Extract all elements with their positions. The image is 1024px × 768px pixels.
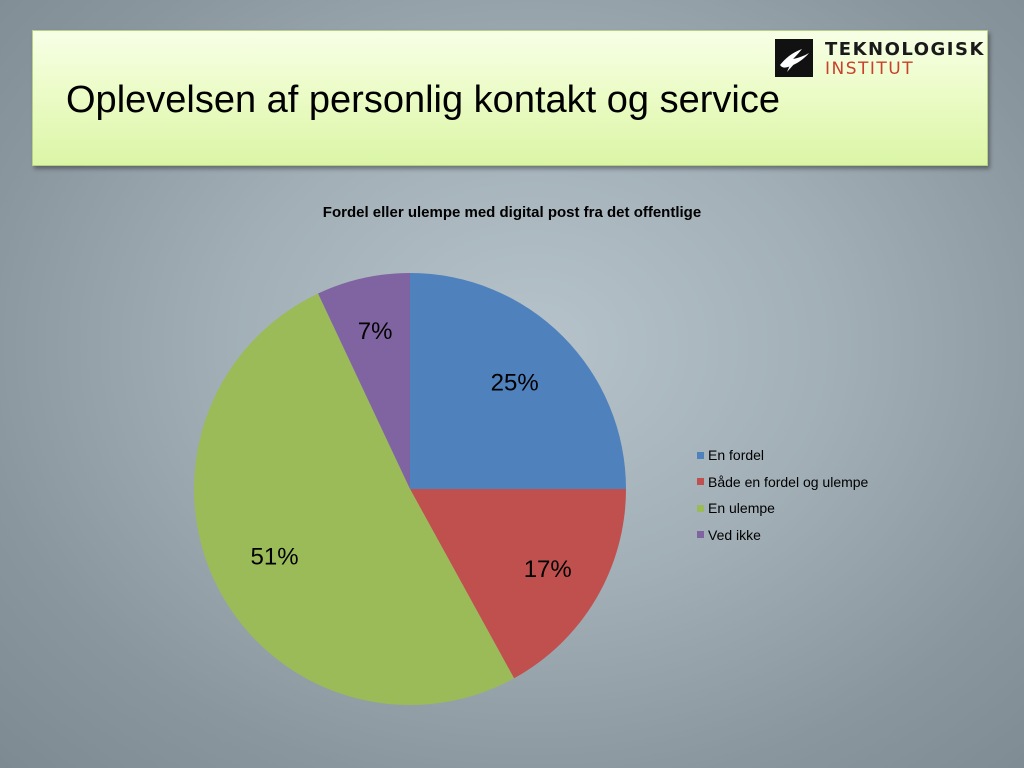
- logo-text-line1: TEKNOLOGISK: [825, 39, 985, 60]
- pie-slice-1: [410, 273, 626, 489]
- legend-swatch: [697, 531, 704, 539]
- teknologisk-institut-logo: TEKNOLOGISK INSTITUT: [775, 39, 987, 79]
- chart-title: Fordel eller ulempe med digital post fra…: [322, 204, 702, 221]
- legend-label: En ulempe: [708, 500, 775, 517]
- chart-legend: En fordel Både en fordel og ulempe En ulem…: [697, 442, 868, 548]
- pie-label-3: 51%: [251, 543, 299, 570]
- legend-label: Ved ikke: [708, 526, 761, 543]
- legend-item: En ulempe: [697, 495, 868, 522]
- legend-item: Både en fordel og ulempe: [697, 469, 868, 496]
- title-box: Oplevelsen af personlig kontakt og servi…: [32, 30, 988, 166]
- pie-slice-4: [318, 273, 410, 489]
- pie-label-2: 17%: [524, 556, 572, 583]
- pie-slice-2: [410, 489, 626, 679]
- legend-swatch: [697, 451, 704, 459]
- pie-slice-3: [193, 293, 515, 706]
- legend-swatch: [697, 478, 704, 486]
- logo-text-line2: INSTITUT: [825, 59, 915, 79]
- legend-item: Ved ikke: [697, 522, 868, 549]
- legend-label: En fordel: [708, 447, 765, 464]
- legend-item: En fordel: [697, 442, 868, 469]
- logo-bird-icon: [775, 39, 813, 77]
- pie-label-4: 7%: [358, 318, 393, 345]
- legend-swatch: [697, 504, 704, 512]
- pie-label-1: 25%: [491, 370, 539, 397]
- legend-label: Både en fordel og ulempe: [708, 473, 869, 490]
- slide-title: Oplevelsen af personlig kontakt og servi…: [66, 79, 780, 121]
